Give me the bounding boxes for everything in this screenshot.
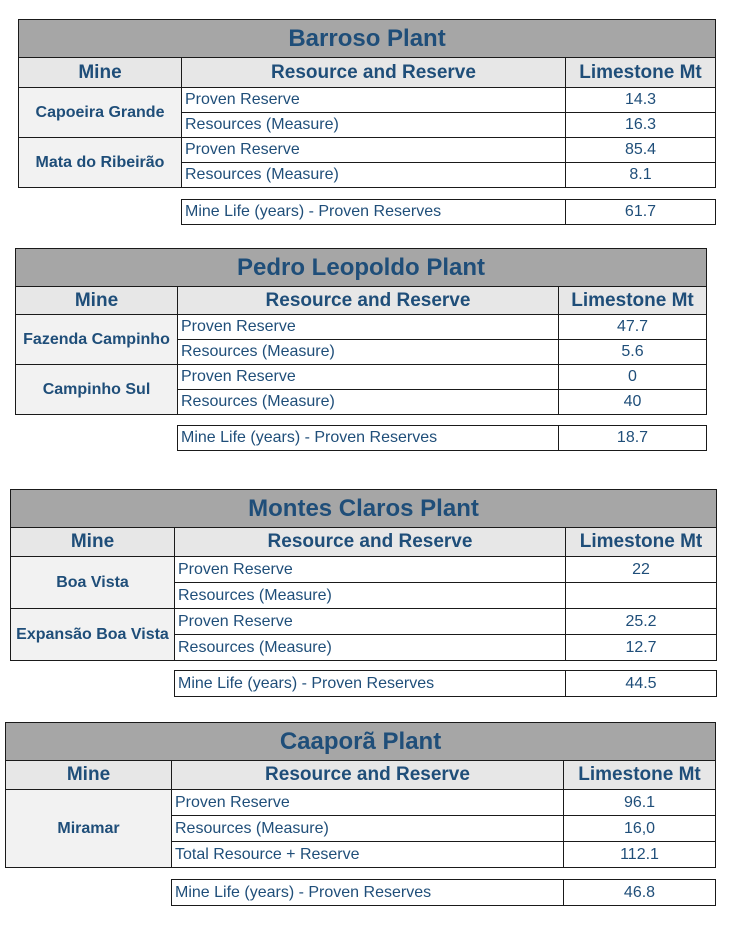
plant-title: Caaporã Plant (4, 722, 717, 761)
mine-life-label: Mine Life (years) - Proven Reserves (181, 199, 566, 225)
plant-title: Barroso Plant (17, 19, 717, 58)
mine-name: Mata do Ribeirão (18, 137, 182, 188)
limestone-column-header: Limestone Mt (562, 760, 717, 790)
category-label: Resources (Measure) (174, 582, 566, 609)
limestone-value: 12.7 (564, 634, 718, 661)
mine-name: Miramar (5, 789, 172, 868)
limestone-value: 47.7 (557, 314, 708, 340)
mine-life-value: 44.5 (565, 670, 717, 697)
resource-column-header: Resource and Reserve (181, 57, 566, 88)
mine-life-label: Mine Life (years) - Proven Reserves (174, 670, 566, 697)
category-label: Proven Reserve (171, 789, 564, 816)
limestone-value: 16,0 (562, 815, 717, 842)
limestone-column-header: Limestone Mt (564, 57, 717, 88)
montes-claros-plant-table: Montes Claros Plant Mine Resource and Re… (9, 489, 718, 661)
category-label: Resources (Measure) (171, 815, 564, 842)
category-label: Resources (Measure) (181, 162, 566, 188)
pedro-leopoldo-mine-life: Mine Life (years) - Proven Reserves 18.7 (177, 425, 707, 451)
limestone-value: 14.3 (564, 87, 717, 113)
mine-life-label: Mine Life (years) - Proven Reserves (177, 425, 559, 451)
limestone-value: 8.1 (564, 162, 717, 188)
limestone-value: 16.3 (564, 112, 717, 138)
mine-column-header: Mine (18, 57, 182, 88)
resource-column-header: Resource and Reserve (177, 286, 559, 315)
limestone-value: 25.2 (564, 608, 718, 635)
category-label: Total Resource + Reserve (171, 841, 564, 868)
category-label: Resources (Measure) (177, 389, 559, 415)
limestone-value: 5.6 (557, 339, 708, 365)
category-label: Proven Reserve (174, 556, 566, 583)
category-label: Proven Reserve (181, 87, 566, 113)
mine-life-label: Mine Life (years) - Proven Reserves (171, 879, 564, 906)
plant-title: Montes Claros Plant (9, 489, 718, 528)
category-label: Resources (Measure) (177, 339, 559, 365)
montes-claros-plant-section: Montes Claros Plant Mine Resource and Re… (9, 489, 718, 661)
mine-name: Fazenda Campinho (15, 314, 178, 365)
limestone-column-header: Limestone Mt (564, 527, 718, 557)
barroso-plant-table: Barroso Plant Mine Resource and Reserve … (17, 19, 717, 188)
limestone-value: 112.1 (562, 841, 717, 868)
limestone-column-header: Limestone Mt (557, 286, 708, 315)
resource-column-header: Resource and Reserve (171, 760, 564, 790)
montes-claros-mine-life: Mine Life (years) - Proven Reserves 44.5 (174, 670, 717, 697)
category-label: Proven Reserve (174, 608, 566, 635)
mine-life-value: 18.7 (558, 425, 707, 451)
mine-name: Expansão Boa Vista (10, 608, 175, 661)
limestone-value: 40 (557, 389, 708, 415)
category-label: Proven Reserve (177, 314, 559, 340)
category-label: Proven Reserve (177, 364, 559, 390)
caapora-mine-life: Mine Life (years) - Proven Reserves 46.8 (171, 879, 716, 906)
category-label: Resources (Measure) (181, 112, 566, 138)
limestone-value (564, 582, 718, 609)
resource-column-header: Resource and Reserve (174, 527, 566, 557)
limestone-value: 0 (557, 364, 708, 390)
plant-title: Pedro Leopoldo Plant (14, 248, 708, 287)
pedro-leopoldo-plant-table: Pedro Leopoldo Plant Mine Resource and R… (14, 248, 708, 415)
caapora-plant-table: Caaporã Plant Mine Resource and Reserve … (4, 722, 717, 868)
mine-column-header: Mine (10, 527, 175, 557)
mine-life-value: 46.8 (563, 879, 716, 906)
pedro-leopoldo-plant-section: Pedro Leopoldo Plant Mine Resource and R… (14, 248, 708, 415)
mine-life-value: 61.7 (565, 199, 716, 225)
caapora-plant-section: Caaporã Plant Mine Resource and Reserve … (4, 722, 717, 868)
mine-name: Campinho Sul (15, 364, 178, 415)
mine-name: Boa Vista (10, 556, 175, 609)
limestone-value: 96.1 (562, 789, 717, 816)
mine-name: Capoeira Grande (18, 87, 182, 138)
category-label: Resources (Measure) (174, 634, 566, 661)
limestone-value: 22 (564, 556, 718, 583)
barroso-plant-section: Barroso Plant Mine Resource and Reserve … (17, 19, 717, 188)
limestone-value: 85.4 (564, 137, 717, 163)
mine-column-header: Mine (5, 760, 172, 790)
barroso-mine-life: Mine Life (years) - Proven Reserves 61.7 (181, 199, 716, 225)
category-label: Proven Reserve (181, 137, 566, 163)
mine-column-header: Mine (15, 286, 178, 315)
